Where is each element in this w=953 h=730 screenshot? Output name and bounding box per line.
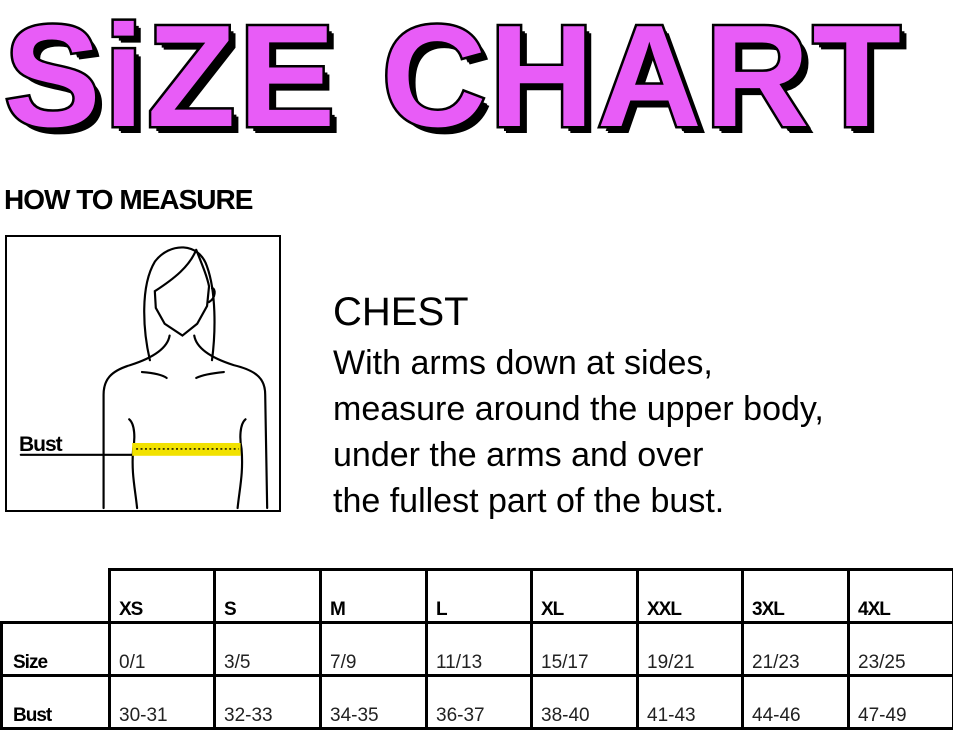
size-chart-title: SiZE CHART bbox=[4, 0, 944, 156]
chest-instructions: With arms down at sides, measure around … bbox=[333, 340, 948, 524]
row-label: Bust bbox=[2, 676, 110, 729]
table-cell: 47-49 bbox=[849, 676, 953, 729]
empty-corner-cell bbox=[2, 570, 110, 623]
instruction-line: With arms down at sides, bbox=[333, 340, 948, 386]
column-header: L bbox=[427, 570, 532, 623]
how-to-measure-heading: HOW TO MEASURE bbox=[4, 184, 252, 216]
table-cell: 38-40 bbox=[532, 676, 638, 729]
size-table: XS S M L XL XXL 3XL 4XL Size 0/1 3/5 7/9… bbox=[0, 568, 953, 730]
table-cell: 15/17 bbox=[532, 623, 638, 676]
column-header: 4XL bbox=[849, 570, 953, 623]
table-cell: 41-43 bbox=[638, 676, 743, 729]
table-cell: 44-46 bbox=[743, 676, 849, 729]
chest-heading: CHEST bbox=[333, 290, 469, 335]
column-header: S bbox=[215, 570, 321, 623]
row-label: Size bbox=[2, 623, 110, 676]
column-header: XXL bbox=[638, 570, 743, 623]
table-cell: 36-37 bbox=[427, 676, 532, 729]
instruction-line: under the arms and over bbox=[333, 432, 948, 478]
table-row: Bust 30-31 32-33 34-35 36-37 38-40 41-43… bbox=[2, 676, 953, 729]
table-row: Size 0/1 3/5 7/9 11/13 15/17 19/21 21/23… bbox=[2, 623, 953, 676]
table-cell: 23/25 bbox=[849, 623, 953, 676]
table-cell: 30-31 bbox=[110, 676, 215, 729]
measurement-figure: Bust bbox=[5, 235, 281, 512]
bust-label: Bust bbox=[19, 433, 62, 457]
table-cell: 34-35 bbox=[321, 676, 427, 729]
instruction-line: the fullest part of the bust. bbox=[333, 478, 948, 524]
table-cell: 0/1 bbox=[110, 623, 215, 676]
table-cell: 19/21 bbox=[638, 623, 743, 676]
column-header: M bbox=[321, 570, 427, 623]
column-header: 3XL bbox=[743, 570, 849, 623]
column-header: XS bbox=[110, 570, 215, 623]
instruction-line: measure around the upper body, bbox=[333, 386, 948, 432]
column-header: XL bbox=[532, 570, 638, 623]
table-cell: 21/23 bbox=[743, 623, 849, 676]
table-cell: 3/5 bbox=[215, 623, 321, 676]
woman-silhouette-illustration bbox=[7, 237, 279, 510]
table-cell: 7/9 bbox=[321, 623, 427, 676]
table-cell: 11/13 bbox=[427, 623, 532, 676]
table-cell: 32-33 bbox=[215, 676, 321, 729]
table-header-row: XS S M L XL XXL 3XL 4XL bbox=[2, 570, 953, 623]
